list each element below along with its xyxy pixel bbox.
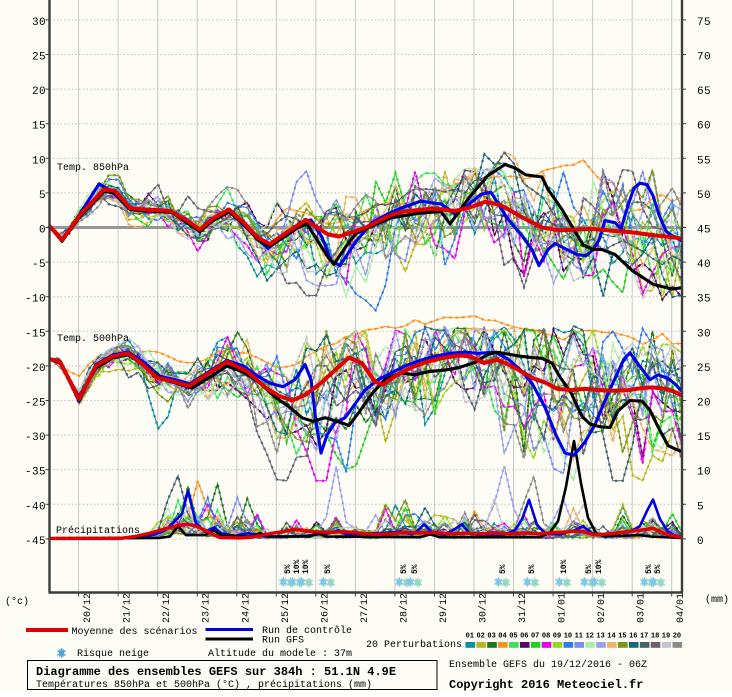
svg-text:Précipitations: Précipitations [56, 525, 140, 537]
svg-text:20 Perturbations: 20 Perturbations [366, 639, 462, 651]
svg-text:5%: 5% [499, 564, 508, 574]
svg-text:5%: 5% [324, 564, 333, 574]
svg-text:02/01: 02/01 [596, 593, 608, 623]
svg-text:-10: -10 [25, 294, 46, 306]
svg-text:Moyenne des scénarios: Moyenne des scénarios [72, 626, 198, 638]
svg-text:5%: 5% [528, 564, 537, 574]
svg-text:11: 11 [575, 633, 583, 641]
svg-text:18: 18 [651, 633, 659, 641]
svg-text:20: 20 [697, 398, 711, 410]
svg-text:08: 08 [542, 633, 550, 641]
svg-text:19: 19 [662, 633, 670, 641]
svg-text:65: 65 [697, 86, 711, 98]
svg-text:03/01: 03/01 [636, 593, 648, 623]
svg-text:(mm): (mm) [705, 594, 729, 606]
svg-text:10%: 10% [302, 559, 311, 574]
svg-text:0: 0 [39, 225, 46, 237]
svg-text:Ensemble GEFS du 19/12/2016 -: Ensemble GEFS du 19/12/2016 - 06Z [449, 659, 647, 671]
svg-text:04: 04 [498, 633, 506, 641]
svg-text:0: 0 [697, 536, 704, 548]
svg-text:60: 60 [697, 121, 711, 133]
svg-text:Run GFS: Run GFS [262, 636, 304, 647]
svg-text:5%: 5% [411, 564, 420, 574]
svg-text:27/12: 27/12 [359, 593, 371, 623]
svg-text:28/12: 28/12 [398, 593, 410, 623]
svg-text:-40: -40 [25, 501, 46, 513]
svg-text:10: 10 [564, 633, 572, 641]
svg-text:5%: 5% [400, 564, 409, 574]
svg-text:70: 70 [697, 52, 711, 64]
svg-text:5%: 5% [284, 564, 293, 574]
svg-text:25: 25 [32, 52, 46, 64]
svg-text:20: 20 [673, 633, 681, 641]
svg-text:09: 09 [553, 633, 561, 641]
svg-text:26/12: 26/12 [319, 593, 331, 623]
svg-text:17: 17 [640, 633, 648, 641]
svg-text:55: 55 [697, 155, 711, 167]
svg-text:-15: -15 [25, 328, 46, 340]
svg-text:45: 45 [697, 225, 711, 237]
svg-text:5%: 5% [645, 564, 654, 574]
svg-text:Diagramme des ensembles GEFS s: Diagramme des ensembles GEFS sur 384h : … [36, 665, 396, 679]
svg-text:22/12: 22/12 [161, 593, 173, 623]
svg-text:02: 02 [476, 633, 484, 641]
svg-text:07: 07 [531, 633, 539, 641]
svg-text:Temp. 500hPa: Temp. 500hPa [57, 333, 129, 345]
svg-text:10: 10 [697, 467, 711, 479]
svg-text:03: 03 [487, 633, 495, 641]
svg-text:30: 30 [32, 17, 46, 29]
svg-text:04/01: 04/01 [675, 593, 687, 623]
svg-text:10: 10 [32, 155, 46, 167]
svg-text:-20: -20 [25, 363, 46, 375]
svg-text:01: 01 [466, 633, 474, 641]
svg-text:40: 40 [697, 259, 711, 271]
svg-text:10%: 10% [560, 559, 569, 574]
svg-text:Run de contrôle: Run de contrôle [262, 625, 352, 637]
svg-text:06: 06 [520, 633, 528, 641]
svg-text:Temp. 850hPa: Temp. 850hPa [57, 162, 129, 174]
svg-text:5: 5 [39, 190, 46, 202]
svg-text:Risque neige: Risque neige [77, 648, 149, 660]
svg-text:25: 25 [697, 363, 711, 375]
svg-text:20/12: 20/12 [82, 593, 94, 623]
svg-text:5: 5 [697, 501, 704, 513]
svg-text:10%: 10% [293, 559, 302, 574]
svg-text:-45: -45 [25, 536, 46, 548]
svg-text:(°c): (°c) [5, 596, 29, 608]
svg-text:-25: -25 [25, 398, 46, 410]
svg-text:13: 13 [596, 633, 604, 641]
svg-text:50: 50 [697, 190, 711, 202]
svg-text:15: 15 [697, 432, 711, 444]
svg-text:Altitude du modele : 37m: Altitude du modele : 37m [208, 648, 352, 660]
svg-text:12: 12 [585, 633, 593, 641]
svg-text:75: 75 [697, 17, 711, 29]
svg-text:21/12: 21/12 [122, 593, 134, 623]
svg-text:-35: -35 [25, 467, 46, 479]
svg-text:10%: 10% [595, 559, 604, 574]
svg-text:01/01: 01/01 [557, 593, 569, 623]
svg-text:05: 05 [509, 633, 517, 641]
svg-text:35: 35 [697, 294, 711, 306]
svg-text:23/12: 23/12 [201, 593, 213, 623]
svg-text:30/12: 30/12 [478, 593, 490, 623]
svg-text:24/12: 24/12 [240, 593, 252, 623]
svg-text:5%: 5% [654, 564, 663, 574]
svg-text:14: 14 [607, 633, 615, 641]
svg-text:30: 30 [697, 328, 711, 340]
svg-text:Copyright 2016 Meteociel.fr: Copyright 2016 Meteociel.fr [449, 678, 643, 692]
svg-text:15: 15 [32, 121, 46, 133]
svg-text:31/12: 31/12 [517, 593, 529, 623]
svg-text:Températures 850hPa et 500hPa: Températures 850hPa et 500hPa (°C) , pré… [36, 679, 372, 691]
svg-text:-30: -30 [25, 432, 46, 444]
svg-text:20: 20 [32, 86, 46, 98]
svg-text:15: 15 [618, 633, 626, 641]
svg-text:29/12: 29/12 [438, 593, 450, 623]
svg-text:-5: -5 [32, 259, 46, 271]
svg-text:25/12: 25/12 [280, 593, 292, 623]
svg-text:16: 16 [629, 633, 637, 641]
svg-text:5%: 5% [585, 564, 594, 574]
